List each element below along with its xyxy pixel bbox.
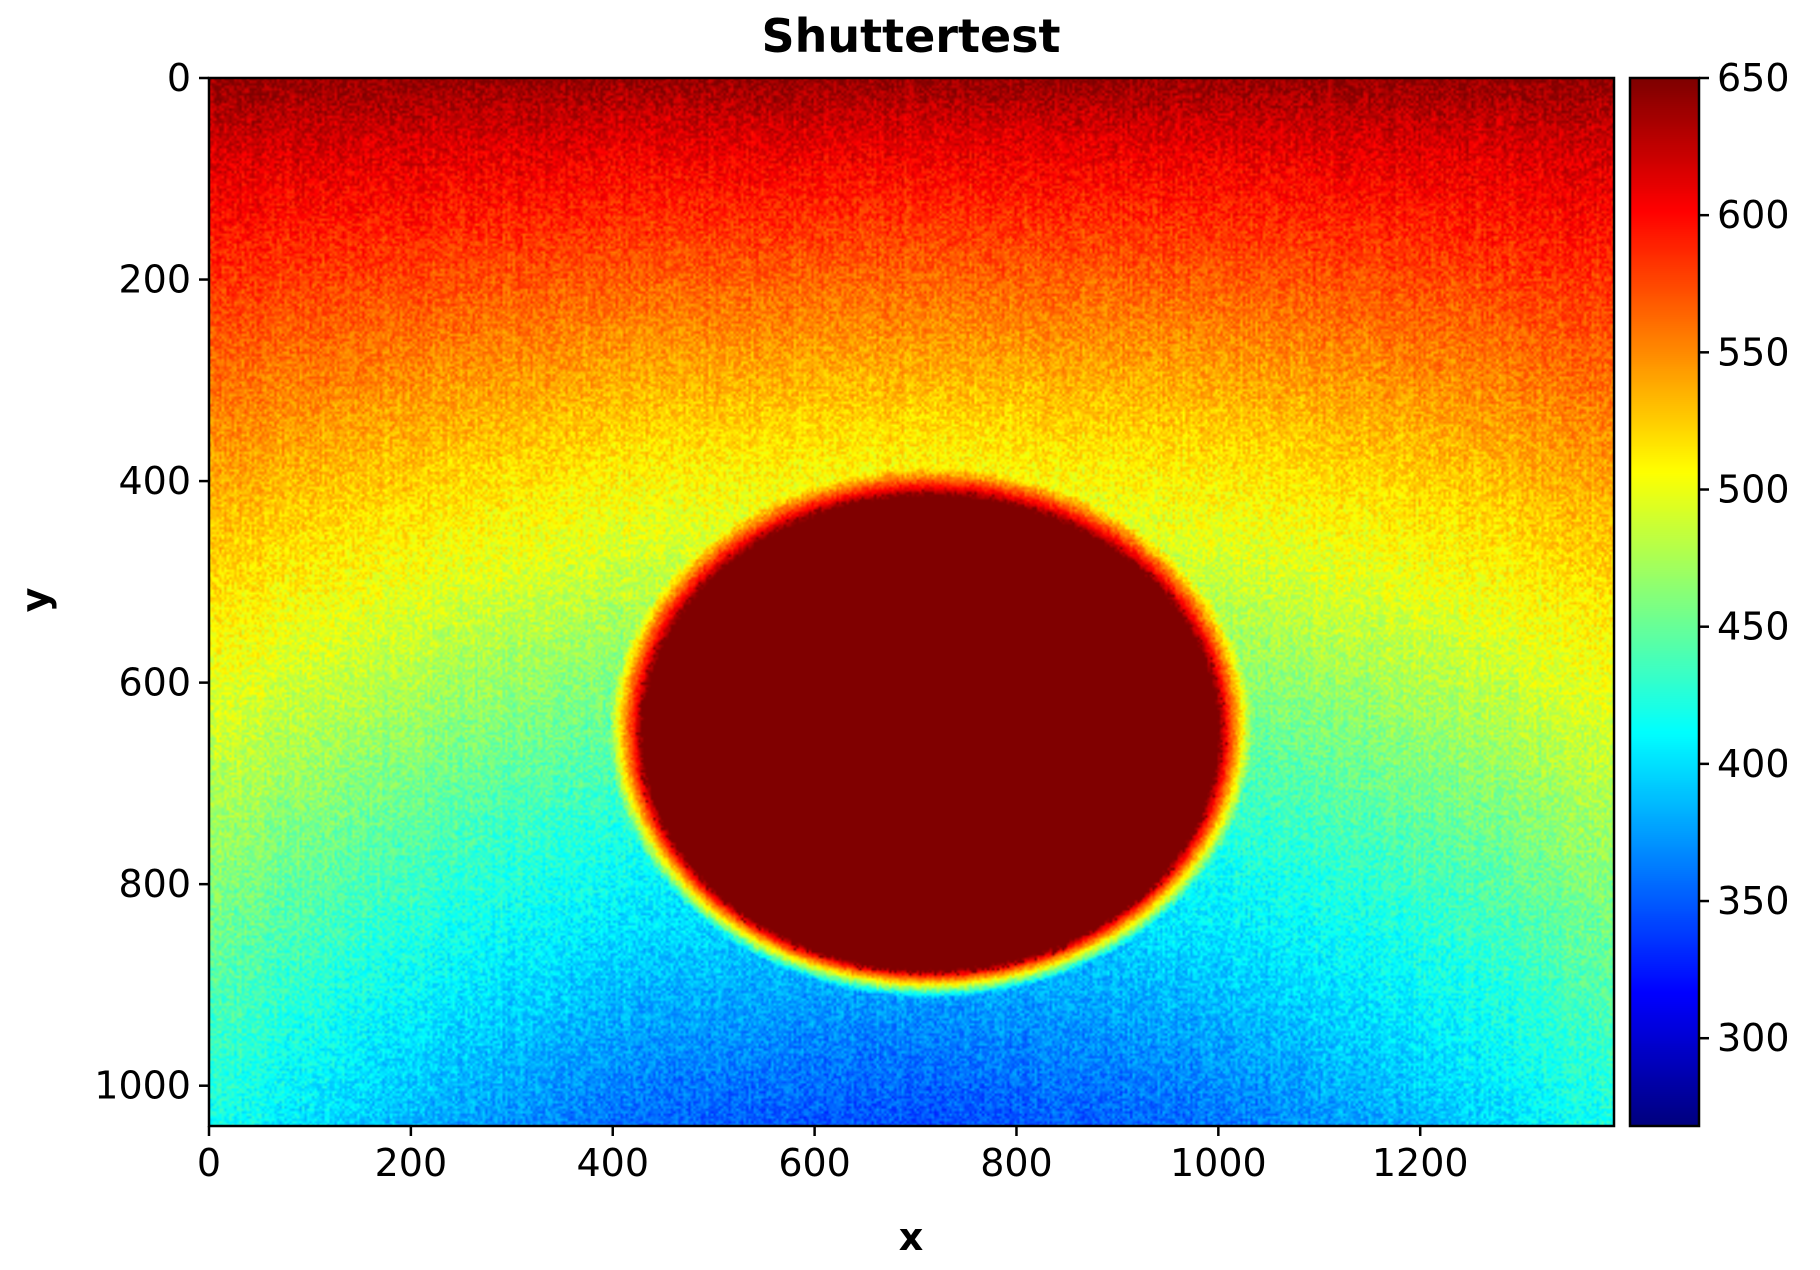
y-tick-label: 400: [118, 459, 191, 503]
x-tick-label: 600: [778, 1141, 851, 1185]
x-axis-label: x: [899, 1215, 924, 1259]
colorbar-tick-label: 400: [1717, 742, 1790, 786]
colorbar-tick-label: 600: [1717, 193, 1790, 237]
plot-frame: [207, 76, 1616, 1128]
y-axis-label: y: [13, 587, 57, 612]
y-axis: 0 200 400 600 800 1000: [94, 56, 209, 1108]
x-tick-label: 1200: [1372, 1141, 1469, 1185]
x-tick-label: 800: [980, 1141, 1053, 1185]
colorbar-axis: 300 350 400 450 500 550 600 650: [1699, 56, 1790, 1060]
x-tick-label: 200: [375, 1141, 448, 1185]
y-tick-label: 1000: [94, 1064, 191, 1108]
colorbar-gradient: [1630, 78, 1699, 1126]
y-tick-label: 0: [167, 56, 191, 100]
colorbar-tick-label: 650: [1717, 56, 1790, 100]
colorbar-tick-label: 500: [1717, 468, 1790, 512]
colorbar-frame: [1628, 76, 1701, 1128]
y-tick-label: 600: [118, 661, 191, 705]
colorbar-tick-label: 350: [1717, 879, 1790, 923]
colorbar-tick-label: 550: [1717, 330, 1790, 374]
heatmap-image: [209, 78, 1614, 1126]
x-tick-label: 0: [197, 1141, 221, 1185]
chart-title: Shuttertest: [761, 9, 1060, 63]
x-tick-label: 400: [576, 1141, 649, 1185]
y-tick-label: 800: [118, 862, 191, 906]
y-tick-label: 200: [118, 258, 191, 302]
colorbar-tick-label: 300: [1717, 1016, 1790, 1060]
x-tick-label: 1000: [1170, 1141, 1267, 1185]
colorbar-tick-label: 450: [1717, 605, 1790, 649]
x-axis: 0 200 400 600 800 1000 1200: [197, 1126, 1469, 1185]
